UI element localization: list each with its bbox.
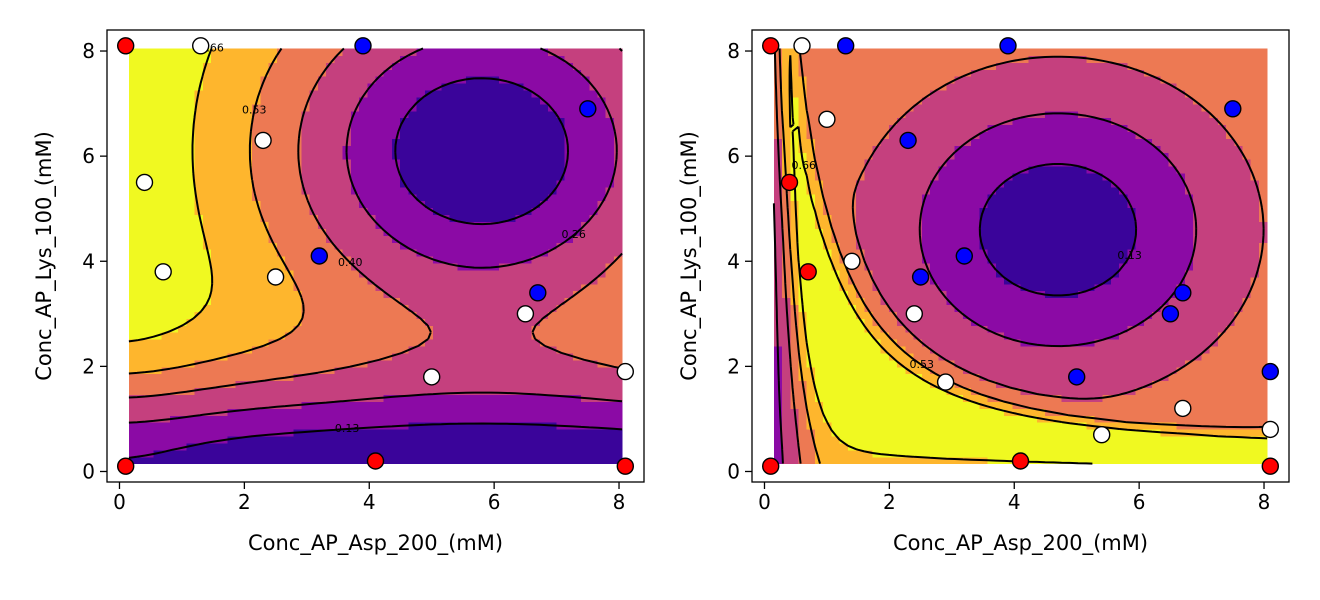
x-tick-label: 6 [1133,490,1146,514]
contour-lines: 0.13 0.53 0.66 [772,48,1268,465]
right-contour-panel: 0.13 0.53 0.66 0 2 4 6 8 0 2 4 6 8 Conc_AP_Asp_200_(m… [677,29,1290,556]
y-tick-label: 2 [82,354,95,378]
data-point [1092,426,1111,444]
data-point [762,37,780,55]
data-point [936,373,955,391]
data-point [1174,399,1192,418]
sample-points [762,37,1280,475]
data-point [1261,457,1280,475]
data-point [529,284,547,302]
data-point [1261,362,1280,381]
axis-ticks: 0 2 4 6 8 0 2 4 6 8 [727,39,1270,514]
y-tick-label: 4 [727,249,740,273]
data-point [899,131,917,150]
x-tick-label: 4 [363,490,376,514]
data-point [154,263,172,281]
data-point [354,37,372,55]
axes-frame [751,29,1290,483]
x-tick-label: 4 [1008,490,1021,514]
data-point [1011,452,1030,470]
data-point [1174,284,1192,302]
axis-ticks: 0 2 4 6 8 0 2 4 6 8 [82,39,625,514]
y-tick-label: 8 [727,39,740,63]
x-tick-label: 0 [113,490,126,514]
x-tick-label: 8 [613,490,626,514]
contour-line [773,48,1265,464]
left-contour-panel: 0.130.260.400.530.660 2 4 6 802468Conc_AP_As… [32,29,645,556]
contour-line [128,77,623,459]
contour-line [128,48,214,343]
data-point [1161,305,1180,323]
y-tick-label: 2 [727,354,740,378]
y-axis-label: Conc_AP_Lys_100_(mM) [32,131,57,381]
contour-line [128,47,623,424]
data-point [616,362,634,381]
contour-line [772,112,1198,464]
data-point [254,131,272,150]
data-point [955,247,973,265]
data-point [1224,100,1242,118]
contour-line [978,163,1138,297]
x-tick-label: 0 [758,490,771,514]
data-point [310,247,328,265]
data-point [843,252,861,270]
data-point [516,305,535,323]
y-tick-label: 4 [82,249,95,273]
contour-line [128,47,623,399]
x-tick-label: 2 [238,490,251,514]
sample-points [116,37,634,475]
data-point [1067,368,1086,386]
contour-label: 0.66 [792,159,817,172]
data-point [423,368,441,386]
x-axis-label: Conc_AP_Asp_200_(mM) [248,531,503,556]
data-point [762,457,780,475]
data-point [579,100,597,118]
data-point [1261,420,1280,439]
data-point [905,305,923,323]
y-tick-label: 0 [82,459,95,483]
data-point [266,268,285,286]
data-point [911,268,930,286]
data-point [366,452,385,470]
contour-line [128,47,305,375]
y-tick-label: 8 [82,39,95,63]
contour-label: 0.26 [561,228,586,241]
data-point [799,263,817,281]
contour-label: 0.53 [242,104,267,117]
contour-lines: 0.130.260.400.530.66 [128,41,623,459]
data-point [116,37,135,55]
x-tick-label: 8 [1258,490,1271,514]
y-axis-label: Conc_AP_Lys_100_(mM) [677,131,702,381]
contour-fill [128,48,623,465]
data-point [780,173,799,192]
data-point [135,173,154,192]
data-point [191,37,210,55]
data-point [793,37,811,55]
data-point [116,457,135,475]
y-tick-label: 6 [727,144,740,168]
data-point [999,37,1017,55]
contour-label: 0.53 [910,358,935,371]
x-axis-label: Conc_AP_Asp_200_(mM) [893,531,1148,556]
data-point [837,37,855,55]
y-tick-label: 0 [727,459,740,483]
contour-label: 0.13 [335,422,360,435]
y-tick-label: 6 [82,144,95,168]
x-tick-label: 2 [883,490,896,514]
contour-label: 0.13 [1117,249,1142,262]
contour-label: 0.40 [338,256,363,269]
x-tick-label: 6 [488,490,501,514]
axes-frame [106,29,645,483]
data-point [616,457,634,475]
data-point [818,110,836,129]
